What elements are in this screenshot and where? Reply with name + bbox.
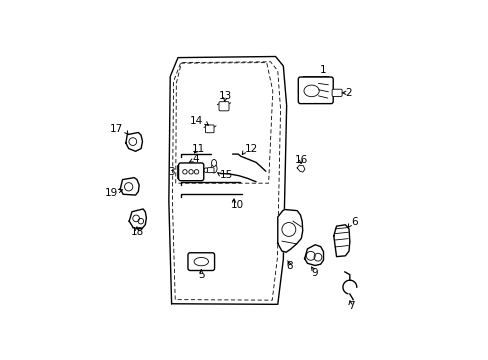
Polygon shape <box>333 225 349 257</box>
Polygon shape <box>129 209 146 229</box>
Ellipse shape <box>211 159 216 166</box>
Text: 2: 2 <box>344 88 351 98</box>
Text: 8: 8 <box>285 261 292 270</box>
Text: 14: 14 <box>190 116 203 126</box>
Polygon shape <box>277 210 302 252</box>
Polygon shape <box>125 132 142 151</box>
FancyBboxPatch shape <box>205 125 214 133</box>
FancyBboxPatch shape <box>178 163 203 181</box>
Text: 15: 15 <box>220 170 233 180</box>
Ellipse shape <box>194 257 208 266</box>
Text: 13: 13 <box>219 91 232 102</box>
Ellipse shape <box>210 164 217 173</box>
Text: 9: 9 <box>310 268 317 278</box>
Text: 6: 6 <box>350 217 357 227</box>
FancyBboxPatch shape <box>219 102 228 111</box>
FancyBboxPatch shape <box>187 253 214 270</box>
Polygon shape <box>304 245 323 266</box>
Text: 4: 4 <box>192 154 199 164</box>
Text: 19: 19 <box>104 188 118 198</box>
Ellipse shape <box>304 85 319 97</box>
Text: 16: 16 <box>294 155 307 165</box>
Text: 7: 7 <box>347 301 353 311</box>
Text: 11: 11 <box>191 144 204 153</box>
FancyBboxPatch shape <box>207 168 214 173</box>
Text: 10: 10 <box>231 201 244 210</box>
Polygon shape <box>120 177 139 195</box>
Polygon shape <box>297 165 305 172</box>
Text: 5: 5 <box>198 270 204 280</box>
FancyBboxPatch shape <box>298 77 332 104</box>
Text: 17: 17 <box>110 124 123 134</box>
Text: 18: 18 <box>130 227 143 237</box>
Text: 3: 3 <box>167 167 174 177</box>
Text: 12: 12 <box>244 144 257 154</box>
Text: 1: 1 <box>319 66 326 75</box>
FancyBboxPatch shape <box>331 89 342 96</box>
